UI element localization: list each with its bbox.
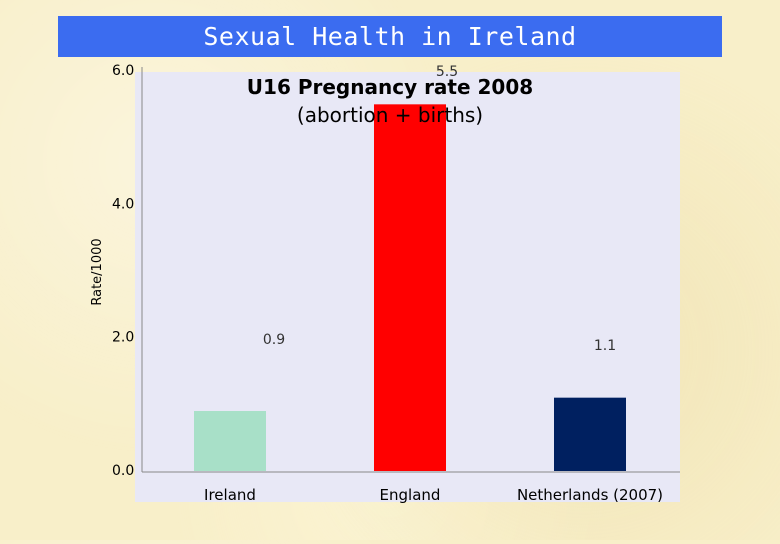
y-tick-label: 0.0: [112, 463, 134, 479]
bar-1: [194, 411, 266, 471]
x-tick-label: Netherlands (2007): [517, 486, 663, 504]
y-tick-label: 2.0: [112, 330, 134, 346]
chart-title: U16 Pregnancy rate 2008: [247, 75, 533, 99]
x-tick-label: England: [380, 486, 441, 504]
slide-title: Sexual Health in Ireland: [58, 16, 722, 57]
bar-2: [374, 104, 446, 471]
y-tick-label: 4.0: [112, 196, 134, 212]
data-label: 5.5: [436, 64, 458, 80]
bar-3: [554, 397, 626, 471]
y-tick-label: 6.0: [112, 63, 134, 79]
y-axis-title: Rate/1000: [90, 238, 105, 305]
data-label: 0.9: [263, 332, 285, 348]
data-label: 1.1: [594, 338, 616, 354]
x-tick-label: Ireland: [204, 486, 256, 504]
chart-subtitle: (abortion + births): [297, 103, 483, 127]
